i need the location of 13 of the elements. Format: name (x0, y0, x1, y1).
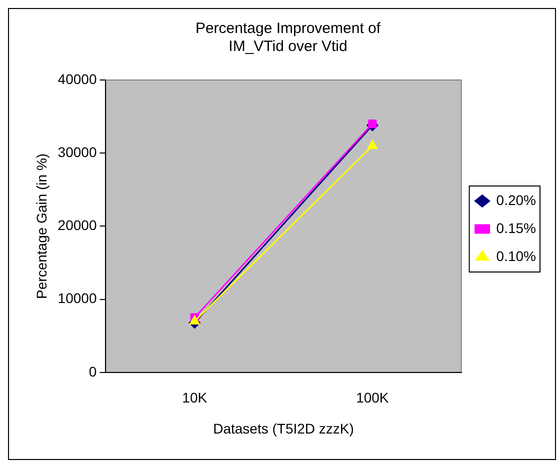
x-tick-label: 100K (356, 390, 390, 406)
legend-label: 0.10% (496, 248, 536, 264)
legend-label: 0.20% (496, 192, 536, 208)
y-tick-label: 0 (88, 363, 97, 380)
x-tick-label: 10K (182, 390, 208, 406)
x-axis-title: Datasets (T5I2D zzzK) (213, 420, 354, 436)
y-axis-title: Percentage Gain (in %) (33, 153, 50, 299)
y-tick-label: 20000 (58, 217, 97, 234)
legend-label: 0.15% (496, 220, 536, 236)
y-tick-label: 30000 (58, 144, 97, 160)
chart-title: Percentage Improvement of IM_VTid over Vtid (195, 20, 382, 56)
y-tick-label: 40000 (58, 70, 97, 87)
y-tick-label: 10000 (58, 290, 97, 306)
